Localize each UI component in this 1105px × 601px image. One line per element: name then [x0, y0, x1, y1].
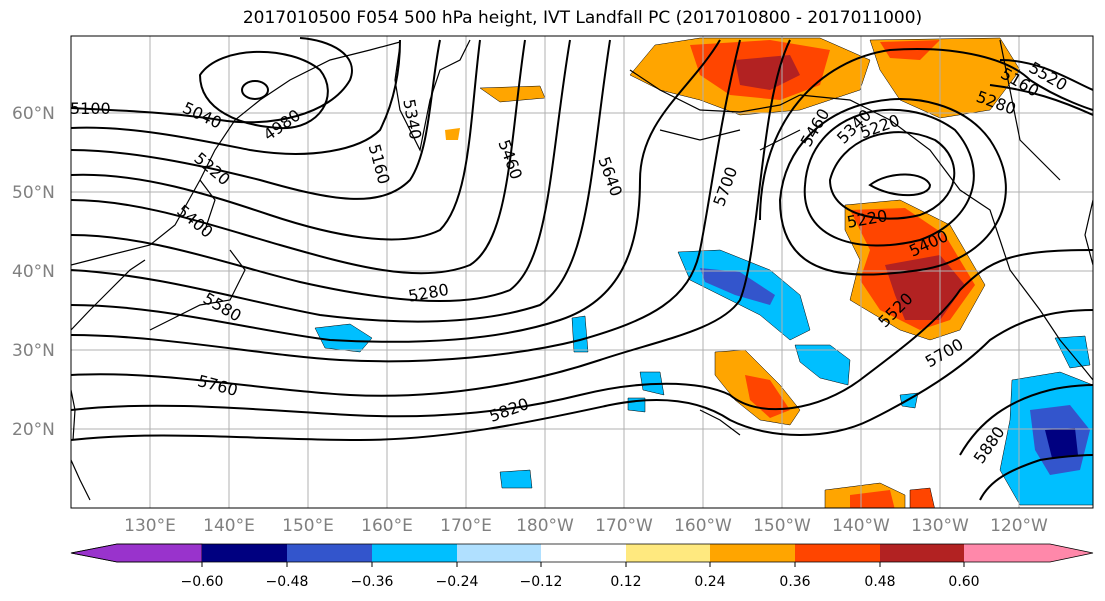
contour-label: 5100 — [70, 99, 111, 118]
map-title: 2017010500 F054 500 hPa height, IVT Land… — [242, 8, 923, 28]
lat-label: 20°N — [12, 420, 55, 440]
colorbar-tick: 0.36 — [779, 574, 810, 590]
lon-label: 150°E — [282, 516, 334, 536]
colorbar-segment — [457, 544, 541, 562]
lat-label: 60°N — [12, 104, 55, 124]
colorbar-segment — [287, 544, 372, 562]
latitude-labels: 60°N 50°N 40°N 30°N 20°N — [12, 104, 55, 440]
ivt-negative-shading — [314, 249, 1093, 506]
colorbar: −0.60 −0.48 −0.36 −0.24 −0.12 0.12 0.24 … — [70, 543, 1094, 590]
lon-label: 160°E — [361, 516, 413, 536]
colorbar-tick: −0.36 — [351, 574, 394, 590]
colorbar-tick: 0.48 — [864, 574, 895, 590]
height-contours — [71, 37, 1093, 501]
lon-label: 170°E — [440, 516, 492, 536]
lon-label: 140°W — [832, 516, 890, 536]
colorbar-segment — [541, 544, 626, 562]
lat-label: 50°N — [12, 183, 55, 203]
colorbar-tick: 0.60 — [948, 574, 979, 590]
colorbar-segment — [202, 544, 287, 562]
lat-label: 40°N — [12, 262, 55, 282]
colorbar-tick: 0.12 — [610, 574, 641, 590]
colorbar-segment — [70, 543, 203, 563]
colorbar-segment — [964, 544, 1093, 562]
colorbar-tick: −0.24 — [436, 574, 479, 590]
colorbar-tick: −0.60 — [181, 574, 224, 590]
lon-label: 140°E — [203, 516, 255, 536]
lon-label: 170°W — [595, 516, 653, 536]
colorbar-segment — [626, 544, 710, 562]
longitude-labels: 130°E 140°E 150°E 160°E 170°E 180°W 170°… — [124, 516, 1048, 536]
colorbar-segment — [710, 544, 795, 562]
colorbar-segment — [795, 544, 880, 562]
colorbar-tick: 0.24 — [694, 574, 725, 590]
lat-label: 30°N — [12, 341, 55, 361]
lon-label: 130°E — [124, 516, 176, 536]
colorbar-tick: −0.12 — [520, 574, 563, 590]
lon-label: 180°W — [516, 516, 574, 536]
colorbar-segment — [880, 544, 964, 562]
lon-label: 150°W — [753, 516, 811, 536]
lon-label: 160°W — [674, 516, 732, 536]
graticule — [71, 36, 1093, 508]
lon-label: 120°W — [990, 516, 1048, 536]
colorbar-tick: −0.48 — [266, 574, 309, 590]
colorbar-segment — [372, 544, 457, 562]
map-border — [70, 35, 1094, 509]
lon-label: 130°W — [911, 516, 969, 536]
